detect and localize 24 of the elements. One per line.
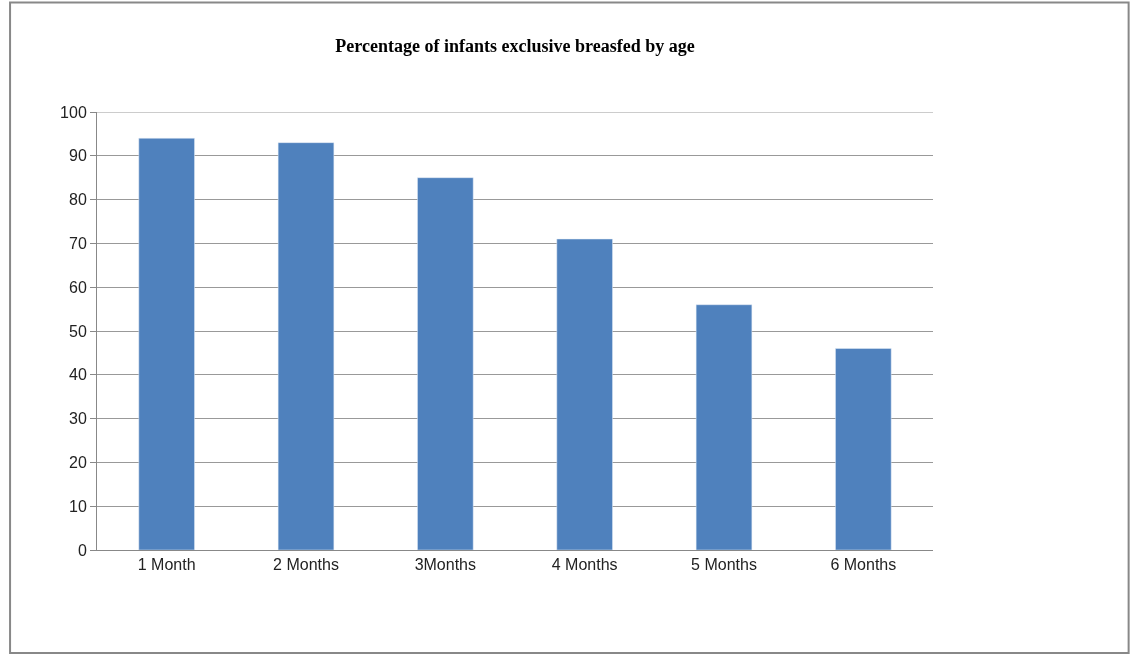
y-tick-label: 60 xyxy=(69,278,87,296)
y-tick-label: 80 xyxy=(69,191,87,209)
x-tick-label: 3Months xyxy=(414,556,477,574)
y-tick-label: 30 xyxy=(69,410,87,428)
bar xyxy=(277,142,335,550)
y-tick-label: 40 xyxy=(69,366,87,384)
x-tick-label: 6 Months xyxy=(830,556,897,574)
y-tick-label: 0 xyxy=(77,541,87,559)
chart-title: Percentage of infants exclusive breasfed by age xyxy=(335,36,695,57)
bar xyxy=(835,348,892,550)
x-tick-label: 4 Months xyxy=(551,556,618,574)
y-tick-label: 70 xyxy=(69,235,87,252)
y-tick-label: 50 xyxy=(69,322,87,340)
x-tick-label: 2 Months xyxy=(273,556,339,574)
bar xyxy=(138,138,195,550)
bar xyxy=(695,304,753,550)
y-tick-label: 10 xyxy=(69,497,87,515)
y-tick-label: 100 xyxy=(60,103,87,121)
x-tick-label: 5 Months xyxy=(691,556,757,574)
bar xyxy=(556,238,613,550)
y-tick-label: 90 xyxy=(69,147,87,165)
y-tick-label: 20 xyxy=(69,454,87,471)
bar xyxy=(417,177,474,550)
x-tick-label: 1 Month xyxy=(137,556,196,574)
